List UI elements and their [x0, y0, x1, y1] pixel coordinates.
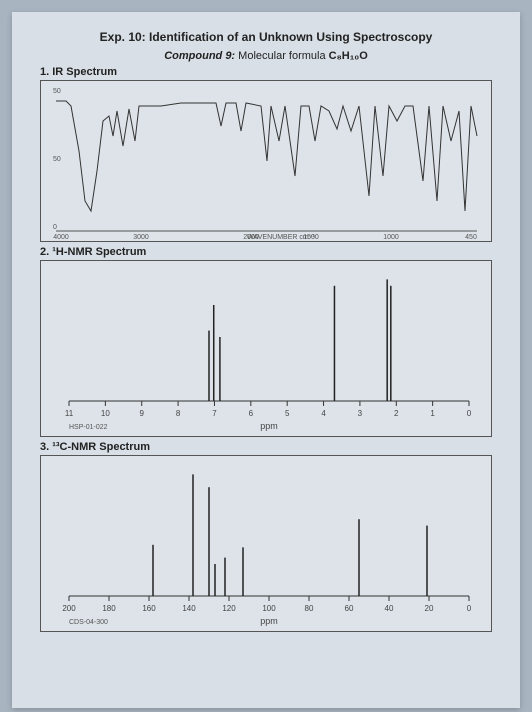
ir-spectrum: 5050040003000200015001000450WAVENUMBER c… — [40, 80, 492, 242]
cnmr-spectrum: 200180160140120100806040200ppmCDS-04-300 — [40, 455, 492, 632]
svg-text:1000: 1000 — [383, 234, 399, 241]
svg-text:2: 2 — [394, 409, 399, 418]
svg-text:180: 180 — [102, 604, 116, 613]
svg-text:1: 1 — [430, 409, 435, 418]
formula-label: Molecular formula — [238, 50, 325, 62]
worksheet-page: Exp. 10: Identification of an Unknown Us… — [12, 12, 520, 708]
hnmr-label: 2. ¹H-NMR Spectrum — [40, 246, 492, 258]
svg-text:100: 100 — [262, 604, 276, 613]
svg-text:ppm: ppm — [260, 421, 278, 431]
svg-text:3: 3 — [358, 409, 363, 418]
svg-text:40: 40 — [385, 604, 394, 613]
svg-text:60: 60 — [345, 604, 354, 613]
svg-text:3000: 3000 — [133, 234, 149, 241]
svg-text:7: 7 — [212, 409, 217, 418]
svg-text:WAVENUMBER cm⁻¹: WAVENUMBER cm⁻¹ — [247, 234, 315, 241]
svg-text:0: 0 — [467, 604, 472, 613]
svg-text:10: 10 — [101, 409, 110, 418]
page-title: Exp. 10: Identification of an Unknown Us… — [40, 30, 492, 44]
svg-text:ppm: ppm — [260, 616, 278, 626]
svg-text:9: 9 — [140, 409, 145, 418]
svg-text:140: 140 — [182, 604, 196, 613]
svg-text:0: 0 — [53, 224, 57, 231]
svg-text:20: 20 — [425, 604, 434, 613]
svg-text:200: 200 — [62, 604, 76, 613]
svg-text:4000: 4000 — [53, 234, 69, 241]
ir-label: 1. IR Spectrum — [40, 66, 492, 78]
svg-text:120: 120 — [222, 604, 236, 613]
svg-text:50: 50 — [53, 156, 61, 163]
compound-line: Compound 9: Molecular formula C₈H₁₀O — [40, 50, 492, 62]
svg-text:6: 6 — [249, 409, 254, 418]
svg-text:11: 11 — [65, 409, 74, 418]
svg-text:160: 160 — [142, 604, 156, 613]
svg-text:450: 450 — [465, 234, 477, 241]
compound-label: Compound 9: — [164, 50, 235, 62]
formula: C₈H₁₀O — [329, 50, 368, 62]
svg-text:5: 5 — [285, 409, 290, 418]
svg-text:CDS-04-300: CDS-04-300 — [69, 619, 108, 626]
svg-text:8: 8 — [176, 409, 181, 418]
hnmr-spectrum: 11109876543210ppmHSP-01-022 — [40, 260, 492, 437]
cnmr-label: 3. ¹³C-NMR Spectrum — [40, 441, 492, 453]
svg-text:50: 50 — [53, 88, 61, 95]
svg-text:80: 80 — [305, 604, 314, 613]
svg-text:HSP-01-022: HSP-01-022 — [69, 424, 108, 431]
svg-text:4: 4 — [321, 409, 326, 418]
svg-text:0: 0 — [467, 409, 472, 418]
